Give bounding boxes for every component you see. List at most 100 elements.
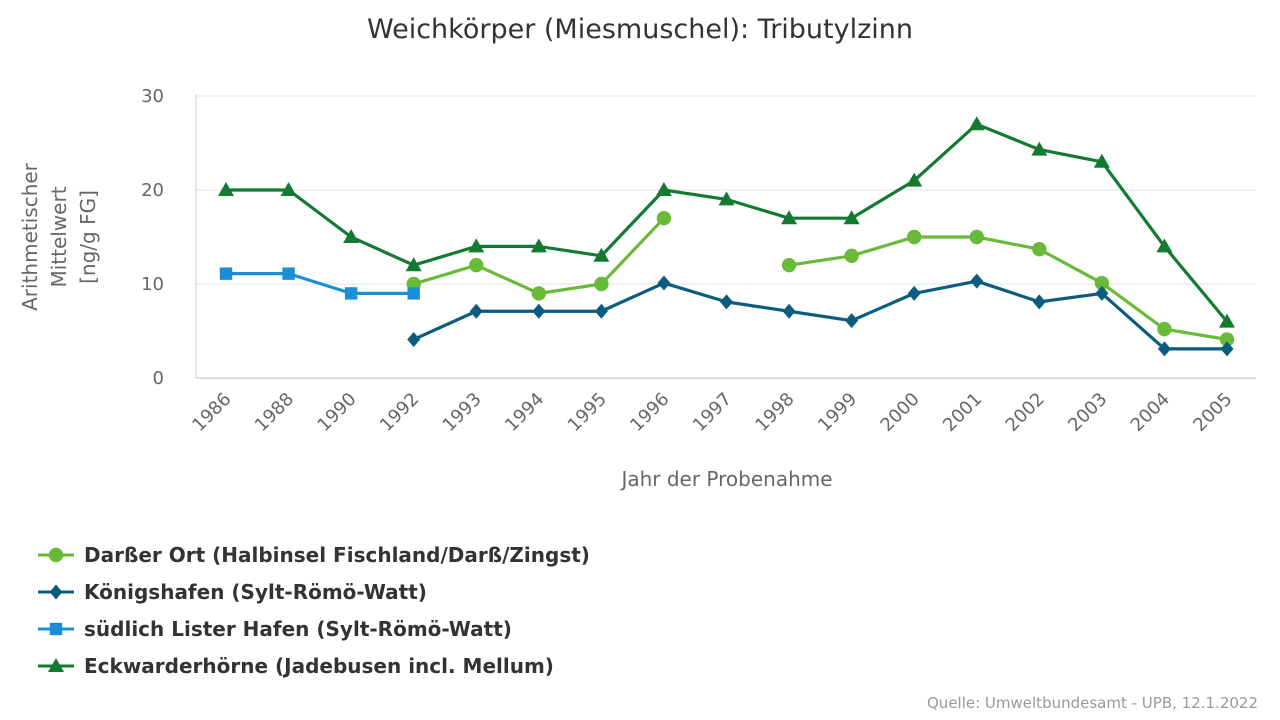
- data-point: [469, 303, 483, 319]
- data-point: [1157, 341, 1171, 357]
- y-tick-label: 30: [141, 86, 164, 107]
- data-point: [282, 267, 295, 280]
- data-point: [280, 182, 297, 196]
- y-tick-label: 10: [141, 274, 164, 295]
- data-point: [343, 229, 360, 243]
- series-line: [413, 279, 1227, 351]
- y-axis-title-line: Mittelwert: [47, 186, 71, 287]
- x-tick-label: 1996: [626, 389, 673, 436]
- legend-item[interactable]: südlich Lister Hafen (Sylt-Römö-Watt): [36, 610, 590, 647]
- x-axis-title: Jahr der Probenahme: [619, 467, 832, 491]
- x-tick-label: 2004: [1127, 389, 1174, 436]
- data-point: [657, 275, 671, 291]
- data-point: [531, 286, 547, 301]
- data-point: [1031, 141, 1048, 156]
- x-tick-label: 2001: [939, 389, 986, 436]
- data-point: [532, 303, 546, 319]
- data-point: [1156, 238, 1173, 253]
- series-3: [218, 116, 1235, 328]
- source-note: Quelle: Umweltbundesamt - UPB, 12.1.2022: [927, 694, 1258, 712]
- data-point: [1095, 285, 1109, 301]
- data-point: [1093, 153, 1110, 168]
- data-point: [530, 238, 547, 253]
- data-point: [594, 303, 608, 319]
- series-2: [219, 267, 420, 300]
- x-tick-label: 2002: [1002, 389, 1049, 436]
- series-1: [407, 273, 1234, 357]
- legend-item[interactable]: Darßer Ort (Halbinsel Fischland/Darß/Zin…: [36, 536, 590, 573]
- data-point: [219, 267, 233, 280]
- series-line: [226, 272, 414, 295]
- x-tick-label: 1992: [376, 389, 423, 436]
- data-point: [906, 229, 922, 245]
- axes: [195, 94, 1256, 379]
- legend-item[interactable]: Königshafen (Sylt-Römö-Watt): [36, 573, 590, 610]
- y-tick-label: 20: [141, 180, 164, 201]
- data-point: [405, 257, 422, 272]
- legend: Darßer Ort (Halbinsel Fischland/Darß/Zin…: [36, 536, 590, 684]
- y-tick-label: 0: [153, 368, 164, 389]
- data-point: [907, 285, 921, 301]
- data-point: [1032, 242, 1047, 257]
- data-point: [469, 258, 484, 273]
- series-lines: [218, 116, 1235, 357]
- x-tick-label: 1997: [689, 389, 736, 436]
- x-tick-label: 2003: [1064, 389, 1111, 436]
- data-point: [844, 248, 859, 263]
- data-point: [407, 331, 421, 347]
- x-axis-ticks: 1986 1988 1990 1992 1993 1994 1995 1996 1997 1998…: [188, 389, 1236, 436]
- legend-label: südlich Lister Hafen (Sylt-Römö-Watt): [84, 616, 512, 641]
- legend-item[interactable]: Eckwarderhörne (Jadebusen incl. Mellum): [36, 647, 590, 684]
- data-point: [407, 287, 420, 300]
- data-point: [1094, 275, 1110, 291]
- data-point: [344, 287, 358, 300]
- data-point: [1220, 341, 1234, 357]
- data-point: [1219, 313, 1235, 328]
- data-point: [593, 247, 610, 262]
- data-point: [1157, 321, 1172, 337]
- legend-label: Königshafen (Sylt-Römö-Watt): [84, 579, 427, 604]
- series-0: [406, 211, 1235, 347]
- triangle-icon: [38, 657, 74, 672]
- y-axis-title-line: Arithmetischer: [18, 162, 42, 311]
- x-tick-label: 1998: [751, 389, 798, 436]
- data-point: [655, 182, 672, 196]
- data-point: [970, 273, 984, 289]
- x-tick-label: 1999: [814, 389, 861, 436]
- x-tick-label: 1988: [251, 389, 298, 436]
- chart-title: Weichkörper (Miesmuschel): Tributylzinn: [366, 14, 914, 45]
- square-icon: [38, 622, 74, 635]
- x-tick-label: 2005: [1189, 389, 1236, 436]
- x-tick-label: 1993: [439, 389, 486, 436]
- data-point: [968, 116, 985, 131]
- data-point: [218, 182, 234, 196]
- legend-label: Darßer Ort (Halbinsel Fischland/Darß/Zin…: [84, 542, 590, 567]
- data-point: [782, 303, 796, 319]
- x-tick-label: 2000: [876, 389, 923, 436]
- diamond-icon: [38, 584, 74, 599]
- data-point: [781, 258, 797, 273]
- series-line: [788, 235, 1228, 342]
- data-point: [781, 210, 798, 225]
- x-tick-label: 1994: [501, 389, 548, 436]
- chart-plot: 0 10 20 30 1986 1988 1990 1992 1993 1994 1995 1996…: [18, 86, 1256, 491]
- x-tick-label: 1986: [188, 389, 235, 436]
- data-point: [720, 294, 733, 310]
- x-tick-label: 1990: [313, 389, 360, 436]
- data-point: [718, 191, 735, 206]
- data-point: [845, 313, 859, 329]
- grid-lines: [196, 95, 1256, 285]
- legend-label: Eckwarderhörne (Jadebusen incl. Mellum): [84, 653, 554, 678]
- circle-icon: [38, 547, 74, 562]
- data-point: [468, 238, 485, 253]
- data-point: [906, 172, 923, 187]
- data-point: [969, 229, 984, 245]
- data-point: [843, 210, 860, 225]
- y-axis-title-line: [ng/g FG]: [76, 190, 100, 284]
- data-point: [656, 211, 672, 226]
- y-axis-title: Arithmetischer Mittelwert [ng/g FG]: [18, 162, 100, 311]
- data-point: [594, 276, 609, 292]
- data-point: [1032, 294, 1046, 310]
- data-point: [1219, 332, 1235, 347]
- x-tick-label: 1995: [564, 389, 611, 436]
